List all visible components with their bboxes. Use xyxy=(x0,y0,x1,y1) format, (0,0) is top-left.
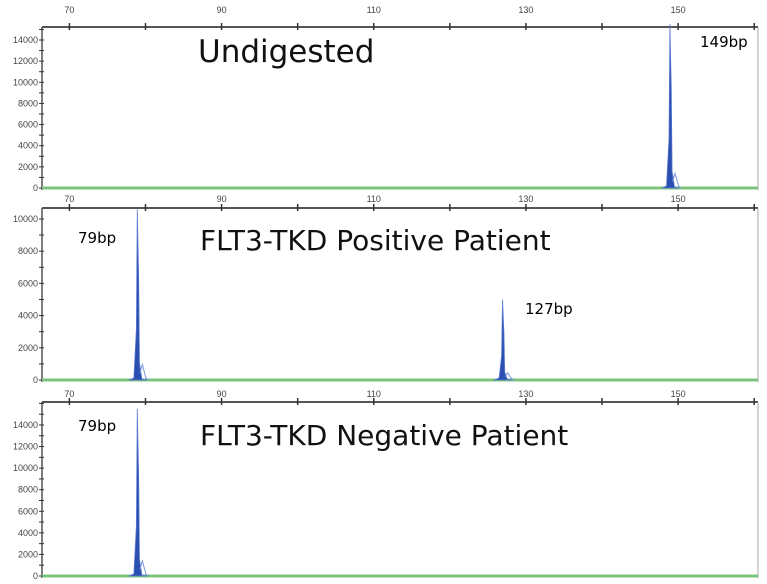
y-tick-label: 12000 xyxy=(13,56,38,66)
peak-79 xyxy=(128,209,147,381)
y-tick-label: 2000 xyxy=(18,162,38,172)
y-tick-label: 4000 xyxy=(18,528,38,538)
x-tick-label: 110 xyxy=(367,194,381,204)
y-tick-label: 0 xyxy=(33,571,38,581)
x-tick-label: 70 xyxy=(64,5,74,15)
x-tick-label: 110 xyxy=(367,389,381,399)
x-tick-label: 130 xyxy=(518,5,533,15)
y-tick-label: 14000 xyxy=(13,420,38,430)
peak-shoulder-79 xyxy=(139,362,150,381)
peak-shoulder-79 xyxy=(139,559,150,577)
panel-3: 70 90 110 130 150 0 2000 4000 6000 8000 10000 12000… xyxy=(13,389,759,581)
x-tick-label: 90 xyxy=(217,389,227,399)
x-tick-label: 70 xyxy=(64,389,74,399)
y-tick-label: 0 xyxy=(33,183,38,193)
peak-label: 149bp xyxy=(700,33,748,51)
y-tick-label: 2000 xyxy=(18,343,38,353)
y-tick-label: 8000 xyxy=(18,246,38,256)
x-tick-label: 130 xyxy=(518,194,533,204)
x-tick-label: 90 xyxy=(217,194,227,204)
y-tick-label: 8000 xyxy=(18,485,38,495)
y-tick-label: 12000 xyxy=(13,442,38,452)
panel-title: FLT3-TKD Positive Patient xyxy=(200,224,551,257)
peak-shoulder-149 xyxy=(672,171,682,189)
x-tick-label: 150 xyxy=(671,194,686,204)
peak-label: 79bp xyxy=(78,229,116,247)
peak-label: 127bp xyxy=(525,300,573,318)
x-tick-label: 90 xyxy=(217,5,227,15)
peak-label: 79bp xyxy=(78,417,116,435)
y-tick-label: 10000 xyxy=(13,77,38,87)
y-tick-label: 6000 xyxy=(18,278,38,288)
panel-1: 70 90 110 130 150 0 2000 4000 6000 8000 10000 12000… xyxy=(13,5,759,193)
panel-title: FLT3-TKD Negative Patient xyxy=(200,419,568,452)
y-tick-label: 14000 xyxy=(13,35,38,45)
x-tick-label: 150 xyxy=(671,5,686,15)
peak-127 xyxy=(493,299,513,381)
peak-79 xyxy=(128,408,147,577)
x-tick-label: 110 xyxy=(367,5,381,15)
y-tick-label: 4000 xyxy=(18,141,38,151)
y-tick-label: 6000 xyxy=(18,120,38,130)
panel-2: 70 90 110 130 150 0 2000 4000 6000 8000 10000 79bp 1… xyxy=(13,194,759,385)
panel-title: Undigested xyxy=(198,34,374,70)
y-tick-label: 6000 xyxy=(18,506,38,516)
peak-149 xyxy=(661,24,680,189)
y-tick-label: 10000 xyxy=(13,463,38,473)
y-tick-label: 8000 xyxy=(18,98,38,108)
y-tick-label: 4000 xyxy=(18,311,38,321)
peak-shoulder-127 xyxy=(504,371,515,381)
x-tick-label: 130 xyxy=(518,389,533,399)
x-tick-label: 70 xyxy=(64,194,74,204)
y-tick-label: 2000 xyxy=(18,549,38,559)
y-tick-label: 0 xyxy=(33,375,38,385)
y-tick-label: 10000 xyxy=(13,214,38,224)
x-tick-label: 150 xyxy=(671,389,686,399)
